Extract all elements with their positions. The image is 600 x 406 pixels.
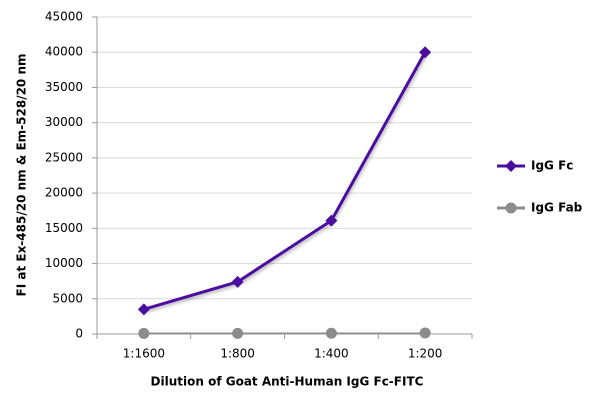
x-tick-label: 1:400 — [314, 347, 349, 361]
marker — [325, 214, 338, 227]
x-tick-label: 1:1600 — [123, 347, 165, 361]
legend-marker — [505, 160, 517, 172]
x-axis-title: Dilution of Goat Anti-Human IgG Fc-FITC — [151, 375, 424, 389]
marker — [138, 327, 150, 339]
marker — [231, 275, 244, 288]
marker — [419, 327, 431, 339]
legend-marker — [505, 202, 517, 214]
x-tick-label: 1:200 — [408, 347, 443, 361]
y-tick-label: 15000 — [45, 221, 83, 235]
y-tick-label: 5000 — [52, 291, 83, 305]
x-tick-label: 1:800 — [220, 347, 255, 361]
y-tick-label: 35000 — [45, 80, 83, 94]
y-tick-label: 30000 — [45, 115, 83, 129]
series-line — [143, 51, 427, 311]
y-tick-label: 0 — [75, 327, 83, 341]
marker — [419, 46, 432, 59]
legend-label: IgG Fc — [531, 159, 573, 173]
y-tick-label: 10000 — [45, 256, 83, 270]
y-tick-label: 25000 — [45, 150, 83, 164]
marker — [232, 327, 244, 339]
marker — [137, 303, 150, 316]
y-tick-label: 45000 — [45, 10, 83, 24]
y-tick-label: 40000 — [45, 45, 83, 59]
y-axis-title: FI at Ex-485/20 nm & Em-528/20 nm — [15, 54, 29, 297]
marker — [325, 327, 337, 339]
legend-label: IgG Fab — [531, 201, 583, 215]
y-tick-label: 20000 — [45, 186, 83, 200]
